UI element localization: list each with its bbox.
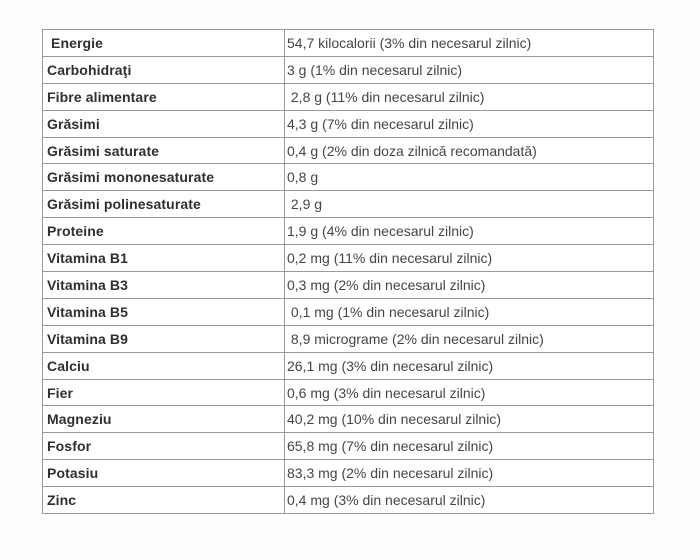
nutrient-label: Fier	[42, 378, 285, 407]
nutrient-value: 65,8 mg (7% din necesarul zilnic)	[284, 432, 654, 461]
nutrient-value: 1,9 g (4% din necesarul zilnic)	[284, 217, 654, 246]
nutrient-value: 0,6 mg (3% din necesarul zilnic)	[284, 378, 654, 407]
table-row: Vitamina B3 0,3 mg (2% din necesarul ziln…	[42, 271, 654, 299]
nutrient-label: Vitamina B5	[42, 297, 285, 326]
nutrient-value: 4,3 g (7% din necesarul zilnic)	[284, 109, 654, 138]
table-row: Grăsimi polinesaturate 2,9 g	[42, 190, 654, 219]
nutrient-value: 0,1 mg (1% din necesarul zilnic)	[284, 297, 654, 326]
nutrient-label: Potasiu	[42, 459, 285, 488]
table-row: Fier 0,6 mg (3% din necesarul zilnic)	[42, 378, 654, 407]
table-row: Carbohidraţi 3 g (1% din necesarul zilnic…	[42, 55, 654, 84]
nutrient-label: Proteine	[42, 217, 285, 246]
table-row: Grăsimi saturate 0,4 g (2% din doza zilni…	[42, 136, 654, 165]
nutrient-value: 3 g (1% din necesarul zilnic)	[284, 55, 654, 84]
nutrition-table: Energie 54,7 kilocalorii (3% din necesaru…	[42, 29, 654, 515]
nutrient-value: 2,8 g (11% din necesarul zilnic)	[284, 82, 654, 111]
table-row: Magneziu 40,2 mg (10% din necesarul zilni…	[42, 405, 654, 434]
table-row: Grăsimi mononesaturate 0,8 g	[42, 163, 654, 192]
nutrient-label: Fosfor	[42, 432, 285, 461]
nutrient-value: 0,4 g (2% din doza zilnică recomandată)	[284, 136, 654, 165]
nutrient-value: 0,4 mg (3% din necesarul zilnic)	[284, 486, 654, 515]
nutrient-label: Zinc	[42, 486, 285, 515]
nutrient-label: Vitamina B9	[42, 324, 285, 353]
table-row: Vitamina B5 0,1 mg (1% din necesarul zil…	[42, 297, 654, 326]
nutrient-value: 0,2 mg (11% din necesarul zilnic)	[284, 244, 654, 273]
nutrient-value: 54,7 kilocalorii (3% din necesarul zilni…	[284, 29, 654, 57]
table-row: Zinc 0,4 mg (3% din necesarul zilnic)	[42, 486, 654, 515]
nutrient-value: 2,9 g	[284, 190, 654, 219]
nutrient-label: Grăsimi	[42, 109, 285, 138]
nutrient-label: Grăsimi polinesaturate	[42, 190, 285, 219]
nutrient-value: 8,9 micrograme (2% din necesarul zilnic)	[284, 324, 654, 353]
table-row: Calciu 26,1 mg (3% din necesarul zilnic)	[42, 351, 654, 380]
table-row: Fibre alimentare 2,8 g (11% din necesaru…	[42, 82, 654, 111]
nutrition-table-body: Energie 54,7 kilocalorii (3% din necesaru…	[42, 29, 654, 515]
table-row: Energie 54,7 kilocalorii (3% din necesaru…	[42, 29, 654, 57]
nutrient-value: 26,1 mg (3% din necesarul zilnic)	[284, 351, 654, 380]
nutrient-label: Carbohidraţi	[42, 55, 285, 84]
nutrition-table-container: Energie 54,7 kilocalorii (3% din necesaru…	[42, 29, 654, 515]
nutrient-value: 0,8 g	[284, 163, 654, 192]
nutrient-label: Energie	[42, 29, 285, 57]
nutrient-label: Calciu	[42, 351, 285, 380]
nutrient-label: Grăsimi saturate	[42, 136, 285, 165]
table-row: Proteine 1,9 g (4% din necesarul zilnic)	[42, 217, 654, 246]
nutrient-label: Vitamina B3	[42, 271, 285, 299]
table-row: Potasiu 83,3 mg (2% din necesarul zilnic)	[42, 459, 654, 488]
nutrient-label: Grăsimi mononesaturate	[42, 163, 285, 192]
nutrient-value: 40,2 mg (10% din necesarul zilnic)	[284, 405, 654, 434]
table-row: Vitamina B9 8,9 micrograme (2% din neces…	[42, 324, 654, 353]
nutrient-label: Magneziu	[42, 405, 285, 434]
table-row: Grăsimi 4,3 g (7% din necesarul zilnic)	[42, 109, 654, 138]
nutrient-label: Vitamina B1	[42, 244, 285, 273]
table-row: Vitamina B1 0,2 mg (11% din necesarul zil…	[42, 244, 654, 273]
table-row: Fosfor 65,8 mg (7% din necesarul zilnic)	[42, 432, 654, 461]
nutrient-value: 83,3 mg (2% din necesarul zilnic)	[284, 459, 654, 488]
nutrient-value: 0,3 mg (2% din necesarul zilnic)	[284, 271, 654, 299]
nutrient-label: Fibre alimentare	[42, 82, 285, 111]
